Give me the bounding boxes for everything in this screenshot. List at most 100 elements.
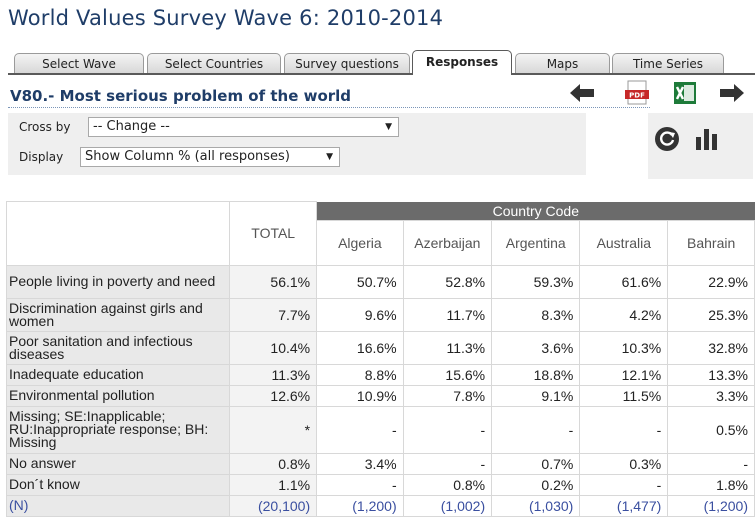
value-cell: - (316, 473, 404, 496)
value-cell: 3.6% (491, 330, 581, 365)
arrow-right-icon[interactable] (718, 82, 746, 104)
toolbar-icons: PDF (568, 80, 748, 108)
value-cell: 0.7% (491, 452, 581, 475)
total-cell: 56.1% (229, 264, 318, 299)
value-cell: - (491, 405, 581, 454)
chevron-down-icon: ▼ (326, 152, 333, 162)
table-row: Inadequate education 11.3% 8.8% 15.6% 18.8% 1… (5, 363, 755, 386)
value-cell: - (402, 405, 493, 454)
value-cell: 11.5% (579, 384, 669, 407)
country-header[interactable]: Algeria (316, 219, 404, 266)
value-cell: 8.3% (491, 297, 581, 332)
value-cell: 0.3% (579, 452, 669, 475)
group-header: Country Code (316, 201, 755, 220)
table-row: Environmental pollution 12.6% 10.9% 7.8% 9.1… (5, 384, 755, 407)
value-cell: 8.8% (316, 363, 404, 386)
value-cell: 15.6% (402, 363, 493, 386)
table-body: People living in poverty and need 56.1% 50… (5, 264, 755, 517)
value-cell: 9.6% (316, 297, 404, 332)
tab-time-series[interactable]: Time Series (612, 53, 724, 73)
table-row: Discrimination against girls and women 7.… (5, 297, 755, 332)
value-cell: 11.3% (402, 330, 493, 365)
table-row: No answer 0.8% 3.4% -0.7% 0.3% - (5, 452, 755, 475)
display-label: Display (19, 150, 64, 164)
excel-icon[interactable] (672, 81, 698, 105)
value-cell: 0.8% (402, 473, 493, 496)
pdf-icon[interactable]: PDF (624, 80, 650, 106)
cross-by-label: Cross by (19, 120, 71, 134)
value-cell: 18.8% (491, 363, 581, 386)
total-cell: 7.7% (229, 297, 318, 332)
value-cell: 50.7% (316, 264, 404, 299)
value-cell: - (316, 405, 404, 454)
value-cell: 25.3% (667, 297, 755, 332)
row-label: Inadequate education (5, 363, 231, 386)
question-title: V80.- Most serious problem of the world (10, 87, 352, 105)
tab-select-wave[interactable]: Select Wave (14, 53, 144, 73)
tab-responses[interactable]: Responses (412, 50, 512, 75)
svg-text:PDF: PDF (629, 92, 645, 100)
tab-maps[interactable]: Maps (515, 53, 610, 73)
value-cell: 12.1% (579, 363, 669, 386)
value-cell: 0.5% (667, 405, 755, 454)
total-cell: 1.1% (229, 473, 318, 496)
row-label: Environmental pollution (5, 384, 231, 407)
value-cell: 7.8% (402, 384, 493, 407)
refresh-icon[interactable] (654, 126, 680, 152)
tab-select-countries[interactable]: Select Countries (147, 53, 281, 73)
cross-by-value: -- Change -- (93, 119, 170, 134)
question-underline (8, 107, 650, 108)
value-cell: 52.8% (402, 264, 493, 299)
bar-chart-icon[interactable] (694, 126, 720, 152)
total-cell: 12.6% (229, 384, 318, 407)
value-cell: - (579, 473, 669, 496)
row-label: No answer (5, 452, 231, 475)
row-label: Poor sanitation and infectious diseases (5, 330, 231, 365)
table-row: People living in poverty and need 56.1% 50… (5, 264, 755, 299)
table-row: Don´t know 1.1% -0.8% 0.2% -1.8% (5, 473, 755, 496)
row-label: Don´t know (5, 473, 231, 496)
display-value: Show Column % (all responses) (85, 149, 290, 164)
action-panel (648, 113, 753, 179)
country-header[interactable]: Australia (579, 219, 669, 266)
value-cell: 13.3% (667, 363, 755, 386)
value-cell: 10.9% (316, 384, 404, 407)
value-cell: 59.3% (491, 264, 581, 299)
row-label: People living in poverty and need (5, 264, 231, 299)
value-cell: 22.9% (667, 264, 755, 299)
country-header[interactable]: Azerbaijan (402, 219, 493, 266)
tab-bar: Select Wave Select Countries Survey ques… (8, 50, 755, 75)
row-label: Discrimination against girls and women (5, 297, 231, 332)
value-cell: 32.8% (667, 330, 755, 365)
row-label: Missing; SE:Inapplicable; RU:Inappropria… (5, 405, 231, 454)
value-cell: 61.6% (579, 264, 669, 299)
total-cell: 10.4% (229, 330, 318, 365)
value-cell: - (402, 452, 493, 475)
total-cell: 11.3% (229, 363, 318, 386)
arrow-left-icon[interactable] (568, 82, 596, 104)
country-header[interactable]: Argentina (491, 219, 581, 266)
value-cell: 11.7% (402, 297, 493, 332)
value-cell: - (667, 452, 755, 475)
total-cell: * (229, 405, 318, 454)
page-title: World Values Survey Wave 6: 2010-2014 (8, 6, 444, 30)
country-header[interactable]: Bahrain (667, 219, 755, 266)
value-cell: 9.1% (491, 384, 581, 407)
value-cell: 10.3% (579, 330, 669, 365)
cross-by-select[interactable]: -- Change -- ▼ (88, 117, 399, 137)
value-cell: 0.2% (491, 473, 581, 496)
responses-table: TOTAL Country Code Algeria Azerbaijan Ar… (5, 201, 755, 517)
total-header: TOTAL (229, 201, 318, 266)
tab-bar-line (8, 73, 755, 75)
controls-panel: Cross by -- Change -- ▼ Display Show Col… (8, 113, 586, 175)
value-cell: 3.4% (316, 452, 404, 475)
value-cell: 3.3% (667, 384, 755, 407)
table-corner (5, 201, 231, 266)
table-row: Missing; SE:Inapplicable; RU:Inappropria… (5, 405, 755, 454)
value-cell: 1.8% (667, 473, 755, 496)
value-cell: - (579, 405, 669, 454)
display-select[interactable]: Show Column % (all responses) ▼ (80, 147, 340, 167)
total-cell: 0.8% (229, 452, 318, 475)
tab-survey-questions[interactable]: Survey questions (284, 53, 410, 73)
value-cell: 16.6% (316, 330, 404, 365)
